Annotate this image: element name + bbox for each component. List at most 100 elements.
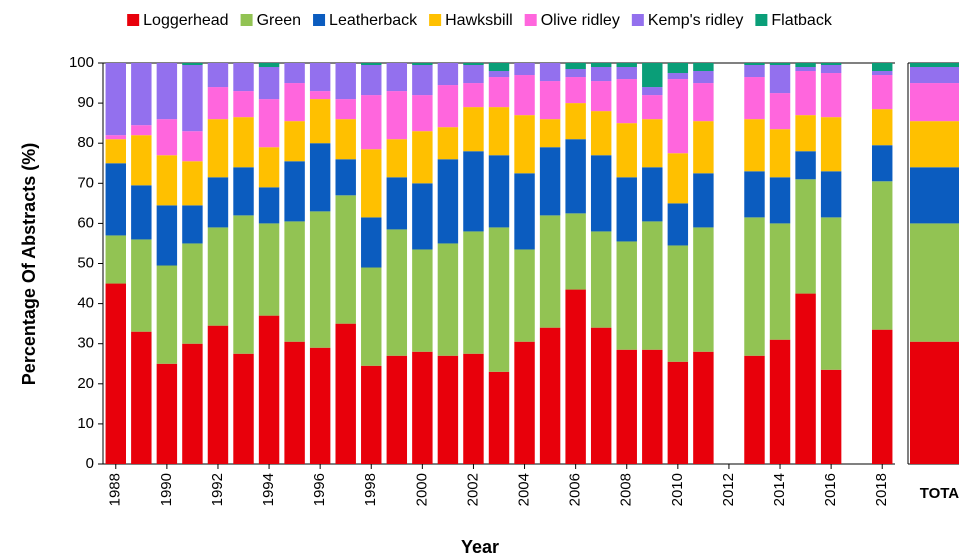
bar-segment bbox=[156, 63, 178, 120]
bar-segment bbox=[642, 167, 663, 222]
bar-segment bbox=[769, 93, 791, 130]
bar-segment bbox=[590, 231, 612, 328]
bar-segment bbox=[616, 123, 637, 178]
bar-segment bbox=[616, 79, 637, 124]
bar-segment bbox=[514, 341, 535, 464]
bar-segment bbox=[412, 183, 433, 250]
bar-segment bbox=[335, 159, 356, 196]
x-tick-label: 1992 bbox=[209, 473, 226, 506]
bar-segment bbox=[539, 327, 561, 464]
bar-segment bbox=[667, 245, 689, 362]
bar-segment bbox=[335, 63, 356, 100]
bar-segment bbox=[284, 161, 305, 222]
bar-segment bbox=[488, 155, 510, 228]
bar-segment bbox=[131, 135, 152, 186]
y-tick-label: 50 bbox=[77, 254, 94, 271]
bar-segment bbox=[361, 217, 382, 268]
bar-segment bbox=[488, 227, 510, 372]
bar-segment bbox=[910, 83, 959, 122]
bar-segment bbox=[207, 325, 229, 464]
bar-segment bbox=[361, 95, 382, 150]
bar-segment bbox=[488, 77, 510, 108]
bar-segment bbox=[910, 121, 959, 168]
y-tick-label: 100 bbox=[69, 54, 94, 71]
x-tick-label: 2000 bbox=[413, 473, 430, 506]
bar-segment bbox=[744, 65, 765, 78]
bar-segment bbox=[361, 149, 382, 218]
bar-segment bbox=[207, 177, 229, 228]
bar-segment bbox=[233, 215, 254, 354]
bar-segment bbox=[820, 369, 842, 464]
bar-segment bbox=[642, 95, 663, 120]
bar-segment bbox=[284, 341, 305, 464]
bar-segment bbox=[335, 99, 356, 120]
x-tick-label: 2004 bbox=[516, 473, 533, 506]
x-tick-label: 1996 bbox=[311, 473, 328, 506]
bar-segment bbox=[233, 167, 254, 216]
bar-segment bbox=[105, 163, 126, 236]
x-tick-label: 2008 bbox=[618, 473, 635, 506]
bar-segment bbox=[795, 115, 816, 152]
bar-segment bbox=[105, 283, 126, 464]
bar-segment bbox=[744, 171, 765, 218]
bar-segment bbox=[488, 371, 510, 464]
bar-segment bbox=[412, 65, 433, 96]
bar-segment bbox=[182, 243, 203, 344]
bar-segment bbox=[386, 229, 408, 356]
bar-segment bbox=[565, 213, 586, 290]
bar-segment bbox=[131, 63, 152, 126]
bar-segment bbox=[514, 115, 535, 174]
legend-swatch bbox=[755, 14, 768, 26]
bar-segment bbox=[412, 63, 433, 66]
bar-segment bbox=[642, 221, 663, 350]
bar-segment bbox=[412, 131, 433, 184]
bar-segment bbox=[182, 63, 203, 66]
bar-segment bbox=[284, 121, 305, 162]
bar-segment bbox=[820, 171, 842, 218]
bar-segment bbox=[769, 339, 791, 464]
y-tick-label: 20 bbox=[77, 375, 94, 392]
bar-segment bbox=[207, 227, 229, 326]
bar-segment bbox=[744, 77, 765, 120]
bar-segment bbox=[258, 315, 280, 464]
bar-segment bbox=[207, 63, 229, 88]
bar-segment bbox=[105, 235, 126, 284]
bar-segment bbox=[207, 87, 229, 120]
bar-segment bbox=[437, 355, 459, 464]
bar-segment bbox=[616, 63, 637, 68]
bar-segment bbox=[590, 155, 612, 232]
bar-segment bbox=[335, 119, 356, 160]
bar-segment bbox=[361, 365, 382, 464]
bar-segment bbox=[872, 71, 893, 76]
bar-segment bbox=[910, 341, 959, 464]
bar-segment bbox=[872, 75, 893, 110]
bar-segment bbox=[386, 177, 408, 230]
legend-swatch bbox=[127, 14, 140, 26]
bar-segment bbox=[182, 343, 203, 464]
bar-segment bbox=[463, 151, 484, 232]
bar-segment bbox=[437, 85, 459, 128]
bar-segment bbox=[412, 249, 433, 352]
bar-segment bbox=[335, 323, 356, 464]
bar-segment bbox=[335, 195, 356, 324]
bar-segment bbox=[514, 249, 535, 342]
bar-segment bbox=[910, 67, 959, 84]
bar-segment bbox=[258, 63, 280, 68]
legend-label: Flatback bbox=[771, 12, 832, 29]
bar-segment bbox=[539, 215, 561, 328]
legend-swatch bbox=[524, 14, 537, 26]
bar-segment bbox=[386, 355, 408, 464]
bar-segment bbox=[105, 135, 126, 140]
bar-segment bbox=[590, 327, 612, 464]
bar-segment bbox=[642, 119, 663, 168]
legend-label: Hawksbill bbox=[445, 12, 513, 29]
bar-segment bbox=[386, 91, 408, 140]
bar-segment bbox=[233, 353, 254, 464]
y-tick-label: 30 bbox=[77, 335, 94, 352]
bar-segment bbox=[795, 151, 816, 180]
bar-segment bbox=[437, 159, 459, 244]
x-tick-label: 1990 bbox=[158, 473, 175, 506]
y-tick-label: 0 bbox=[86, 455, 94, 472]
legend-swatch bbox=[313, 14, 326, 26]
bar-segment bbox=[820, 117, 842, 172]
